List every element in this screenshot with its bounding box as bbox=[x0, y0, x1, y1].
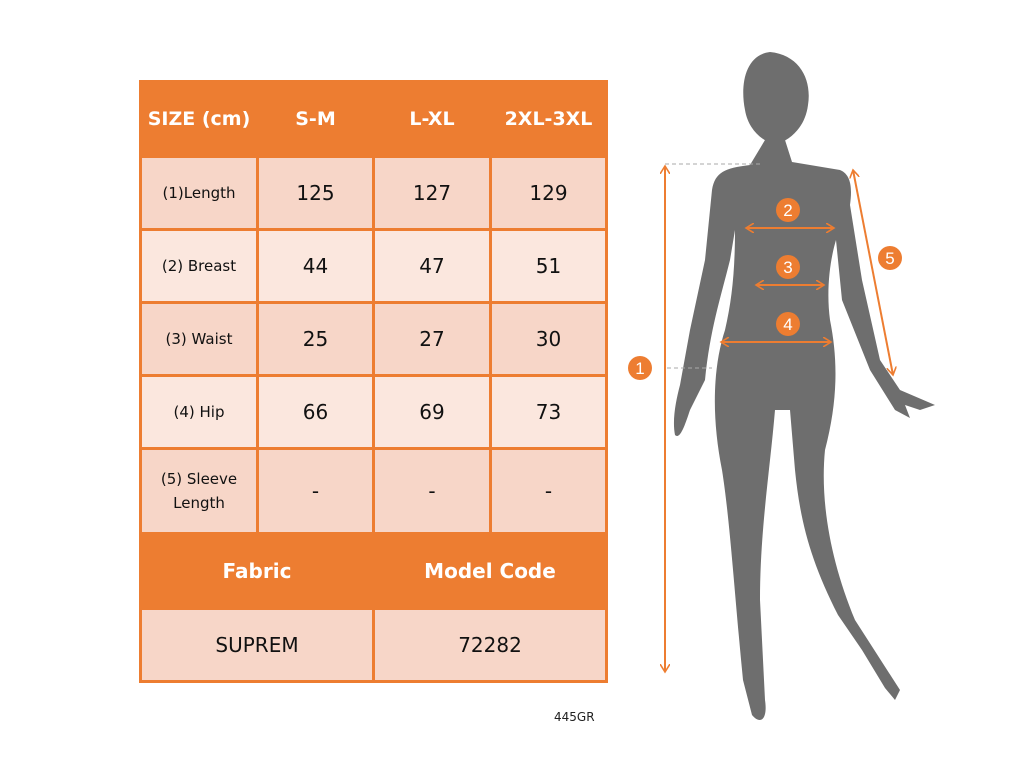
marker-4-label: 4 bbox=[783, 315, 792, 334]
head bbox=[743, 52, 809, 145]
cell: 125 bbox=[256, 155, 375, 231]
model-code-label: Model Code bbox=[372, 532, 608, 610]
marker-1-label: 1 bbox=[635, 359, 644, 378]
cell: 69 bbox=[372, 374, 492, 450]
row-label: (5) Sleeve Length bbox=[139, 447, 259, 535]
marker-4: 4 bbox=[776, 312, 800, 336]
cell: 51 bbox=[489, 228, 608, 304]
marker-5: 5 bbox=[878, 246, 902, 270]
size-table: SIZE (cm) S-M L-XL 2XL-3XL (1)Length 125… bbox=[139, 80, 608, 683]
cell: 127 bbox=[372, 155, 492, 231]
model-code-value: 72282 bbox=[372, 607, 608, 683]
table-row: (4) Hip 66 69 73 bbox=[139, 374, 608, 450]
cell: 27 bbox=[372, 301, 492, 377]
silhouette bbox=[673, 52, 935, 720]
cell: 47 bbox=[372, 228, 492, 304]
table-row: (3) Waist 25 27 30 bbox=[139, 301, 608, 377]
sleeve-arrow bbox=[853, 170, 893, 375]
marker-1: 1 bbox=[628, 356, 652, 380]
row-label: (3) Waist bbox=[139, 301, 259, 377]
size-header-2xl-3xl: 2XL-3XL bbox=[489, 80, 608, 158]
body-measurement-figure: 1 2 3 4 5 bbox=[628, 52, 935, 720]
marker-3-label: 3 bbox=[783, 258, 792, 277]
marker-2-label: 2 bbox=[783, 201, 792, 220]
size-header-row: SIZE (cm) S-M L-XL 2XL-3XL bbox=[139, 80, 608, 158]
cell: - bbox=[372, 447, 492, 535]
table-row: (2) Breast 44 47 51 bbox=[139, 228, 608, 304]
table-row: (1)Length 125 127 129 bbox=[139, 155, 608, 231]
cell: 25 bbox=[256, 301, 375, 377]
cell: 30 bbox=[489, 301, 608, 377]
fabric-label: Fabric bbox=[139, 532, 375, 610]
row-label: (1)Length bbox=[139, 155, 259, 231]
cell: 44 bbox=[256, 228, 375, 304]
cell: - bbox=[256, 447, 375, 535]
row-label: (2) Breast bbox=[139, 228, 259, 304]
cell: 73 bbox=[489, 374, 608, 450]
size-header-l-xl: L-XL bbox=[372, 80, 492, 158]
info-value-row: SUPREM 72282 bbox=[139, 607, 608, 683]
cell: 66 bbox=[256, 374, 375, 450]
body bbox=[673, 140, 935, 720]
marker-5-label: 5 bbox=[885, 249, 894, 268]
cell: - bbox=[489, 447, 608, 535]
table-row: (5) Sleeve Length - - - bbox=[139, 447, 608, 535]
cell: 129 bbox=[489, 155, 608, 231]
size-header-label: SIZE (cm) bbox=[139, 80, 259, 158]
marker-2: 2 bbox=[776, 198, 800, 222]
image-code: 445GR bbox=[554, 710, 595, 724]
info-header-row: Fabric Model Code bbox=[139, 532, 608, 610]
row-label: (4) Hip bbox=[139, 374, 259, 450]
fabric-value: SUPREM bbox=[139, 607, 375, 683]
size-header-s-m: S-M bbox=[256, 80, 375, 158]
marker-3: 3 bbox=[776, 255, 800, 279]
